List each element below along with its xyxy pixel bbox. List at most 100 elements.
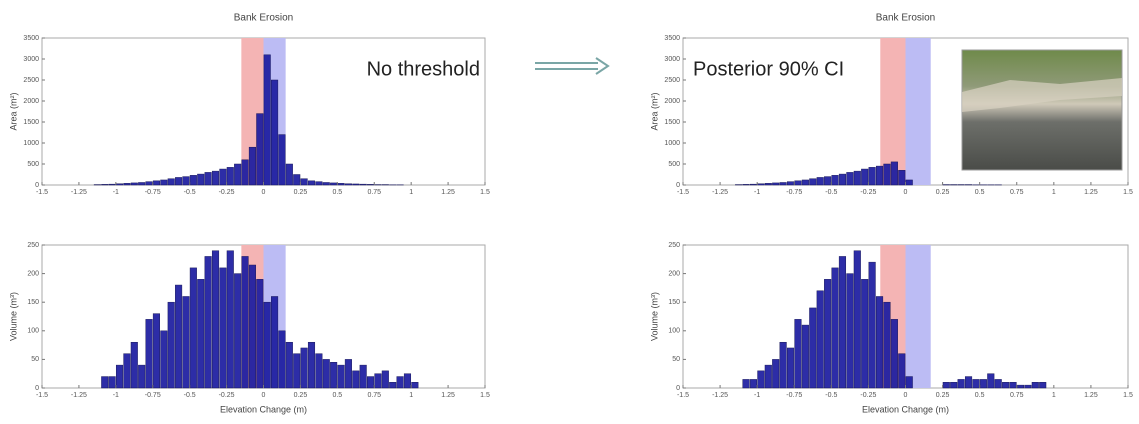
bar bbox=[794, 180, 802, 186]
x-axis-label: Elevation Change (m) bbox=[220, 404, 307, 414]
interval-band bbox=[905, 38, 931, 185]
bar bbox=[764, 183, 772, 186]
bar bbox=[764, 364, 772, 389]
bar bbox=[234, 163, 242, 186]
x-tick-label: 0 bbox=[262, 189, 266, 196]
bar bbox=[868, 167, 876, 186]
bar bbox=[307, 341, 316, 389]
y-tick-label: 200 bbox=[27, 270, 39, 277]
photo-bank bbox=[962, 78, 1122, 112]
bar bbox=[189, 175, 197, 186]
y-tick-label: 0 bbox=[35, 182, 39, 189]
bar bbox=[197, 173, 205, 186]
bar bbox=[898, 170, 906, 186]
bar bbox=[315, 181, 323, 186]
x-tick-label: 1.25 bbox=[1084, 392, 1098, 399]
y-tick-label: 150 bbox=[668, 299, 680, 306]
x-tick-label: -0.5 bbox=[184, 189, 196, 196]
bar bbox=[322, 359, 330, 389]
x-tick-label: 0.25 bbox=[936, 392, 950, 399]
bar bbox=[786, 181, 795, 186]
bar bbox=[816, 290, 824, 389]
bar bbox=[801, 324, 809, 389]
x-tick-label: -0.75 bbox=[786, 189, 802, 196]
x-tick-label: -1.25 bbox=[712, 189, 728, 196]
y-tick-label: 0 bbox=[676, 385, 680, 392]
x-tick-label: 0 bbox=[904, 392, 908, 399]
x-tick-label: -0.75 bbox=[786, 392, 802, 399]
y-tick-label: 150 bbox=[27, 299, 39, 306]
bar bbox=[145, 319, 153, 389]
bar bbox=[248, 264, 256, 389]
bar bbox=[742, 379, 750, 389]
bar bbox=[219, 168, 227, 186]
bar bbox=[890, 319, 898, 389]
y-tick-label: 2000 bbox=[664, 98, 680, 105]
interval-band bbox=[880, 38, 906, 185]
bar bbox=[115, 364, 124, 389]
x-tick-label: 1 bbox=[1052, 392, 1056, 399]
y-tick-label: 1500 bbox=[664, 119, 680, 126]
x-tick-label: 1 bbox=[409, 189, 413, 196]
bar bbox=[861, 279, 869, 389]
chart-panel: -1.5 -1.25 -1 -0.75 -0.5 -0.25 0 0.25 0.5 0.75 1 1.… bbox=[649, 242, 1133, 415]
bar bbox=[278, 134, 286, 186]
bar bbox=[411, 382, 419, 389]
bar bbox=[115, 183, 124, 186]
bar bbox=[344, 183, 352, 186]
x-tick-label: 0.75 bbox=[367, 189, 381, 196]
bar bbox=[403, 373, 412, 389]
y-tick-label: 3500 bbox=[664, 35, 680, 42]
y-axis-label: Area (m²) bbox=[8, 92, 18, 130]
x-tick-label: -1.25 bbox=[71, 392, 87, 399]
bar bbox=[846, 172, 854, 186]
bar bbox=[285, 163, 293, 186]
chart-panel: -1.5 -1.25 -1 -0.75 -0.5 -0.25 0 0.25 0.5 0.75 1 1.… bbox=[8, 13, 490, 196]
bar bbox=[293, 174, 301, 186]
bar bbox=[1039, 382, 1047, 389]
y-tick-label: 50 bbox=[672, 356, 680, 363]
bar bbox=[271, 79, 279, 186]
bar bbox=[211, 170, 220, 186]
bar bbox=[868, 261, 876, 389]
bar bbox=[757, 370, 765, 389]
bar bbox=[964, 376, 973, 389]
bar bbox=[801, 179, 809, 186]
bar bbox=[1031, 382, 1039, 389]
bar bbox=[160, 330, 168, 389]
bar bbox=[786, 347, 795, 389]
y-tick-label: 2500 bbox=[664, 77, 680, 84]
y-tick-label: 2000 bbox=[23, 98, 39, 105]
bar bbox=[263, 301, 271, 389]
x-axis-label: Elevation Change (m) bbox=[862, 404, 949, 414]
y-tick-label: 0 bbox=[35, 385, 39, 392]
y-axis-label: Volume (m³) bbox=[8, 292, 18, 341]
bar bbox=[950, 382, 958, 389]
bar bbox=[979, 379, 987, 389]
y-axis-label: Area (m²) bbox=[649, 92, 659, 130]
x-tick-label: 0.25 bbox=[294, 189, 308, 196]
x-tick-label: 1 bbox=[1052, 189, 1056, 196]
x-tick-label: -0.25 bbox=[219, 189, 235, 196]
y-tick-label: 3000 bbox=[23, 56, 39, 63]
x-tick-label: 0.25 bbox=[294, 392, 308, 399]
bar bbox=[367, 184, 375, 186]
bar bbox=[175, 284, 183, 389]
x-tick-label: 1.5 bbox=[480, 189, 490, 196]
bar bbox=[875, 296, 884, 389]
y-tick-label: 200 bbox=[668, 270, 680, 277]
bar bbox=[152, 180, 160, 186]
bar bbox=[152, 313, 160, 389]
bar bbox=[890, 161, 898, 186]
bar bbox=[204, 172, 212, 186]
bar bbox=[123, 353, 131, 389]
bar bbox=[905, 179, 913, 186]
bar bbox=[838, 173, 847, 186]
bar bbox=[972, 379, 980, 389]
y-tick-label: 1000 bbox=[664, 140, 680, 147]
bar bbox=[138, 364, 146, 389]
bar bbox=[367, 376, 375, 389]
bar bbox=[300, 178, 308, 186]
x-tick-label: -1 bbox=[754, 189, 760, 196]
bar bbox=[853, 170, 861, 186]
